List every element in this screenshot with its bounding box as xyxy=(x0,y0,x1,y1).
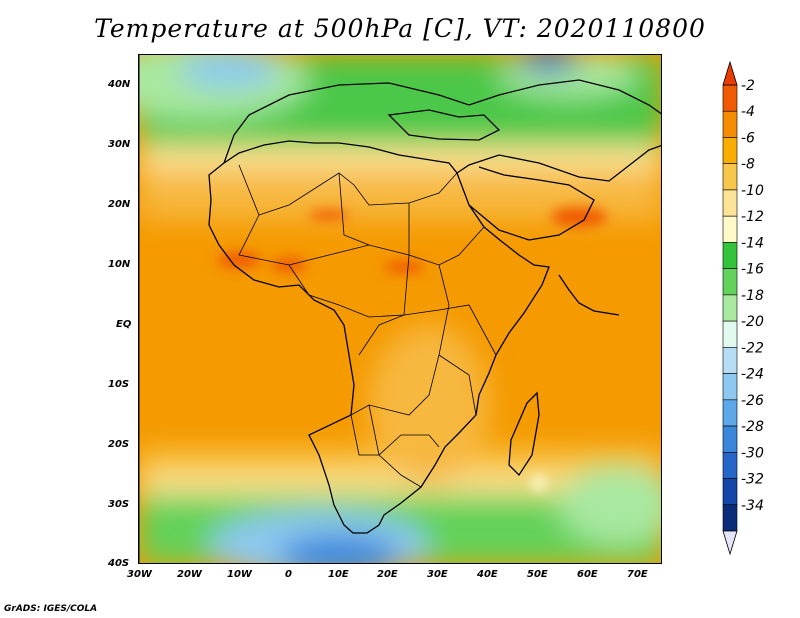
x-axis-labels: 30W 20W 10W 0 10E 20E 30E 40E 50E 60E 70… xyxy=(127,569,648,580)
x-tick-label: 10W xyxy=(227,569,253,580)
colorbar-box xyxy=(722,320,738,348)
colorbar-label: -6 xyxy=(741,130,755,146)
x-tick-label: 20E xyxy=(377,569,398,580)
country-borders xyxy=(238,164,497,488)
colorbar-label: -10 xyxy=(741,183,764,199)
colorbar-label: -8 xyxy=(741,157,755,173)
colorbar-box xyxy=(722,268,738,296)
hot-spot-sudan xyxy=(384,261,424,273)
x-tick-label: 10E xyxy=(328,569,349,580)
x-tick-label: 30E xyxy=(427,569,448,580)
colorbar-box xyxy=(722,347,738,374)
colorbar-box xyxy=(722,110,738,138)
y-tick-label: 10N xyxy=(108,259,131,270)
temperature-map xyxy=(139,55,661,563)
field-blue-ne xyxy=(519,55,579,72)
field-blue-nw xyxy=(179,55,279,88)
footer-credit: GrADS: IGES/COLA xyxy=(4,604,98,614)
colorbar-box xyxy=(722,189,738,217)
colorbar-box xyxy=(722,137,738,165)
colorbar-box xyxy=(722,163,738,191)
colorbar-box xyxy=(722,373,738,401)
colorbar-top-arrow xyxy=(722,60,738,86)
colorbar-box xyxy=(722,242,738,269)
colorbar-label: -28 xyxy=(741,419,764,435)
field-lightgreen-se xyxy=(559,465,661,545)
y-axis-labels: 40N 30N 20N 10N EQ 10S 20S 30S 40S xyxy=(107,79,132,569)
cool-spot-madagascar xyxy=(531,475,547,491)
x-tick-label: 70E xyxy=(627,569,648,580)
colorbar: -2 -4 -6 -8 -10 -12 -14 -16 -18 -20 -22 -24 -26 -28 -3… xyxy=(722,60,764,556)
x-tick-label: 60E xyxy=(577,569,598,580)
colorbar-label: -4 xyxy=(741,104,755,120)
arabia-coast xyxy=(456,145,661,241)
hot-spot-arabia xyxy=(551,207,607,227)
x-tick-label: 50E xyxy=(527,569,548,580)
colorbar-box xyxy=(722,294,738,322)
y-tick-label: 40S xyxy=(107,558,129,569)
y-tick-label: 20N xyxy=(108,199,131,210)
africa-coast xyxy=(208,140,550,534)
colorbar-label: -18 xyxy=(741,288,764,304)
colorbar-label: -12 xyxy=(741,209,764,225)
colorbar-label: -26 xyxy=(741,393,764,409)
colorbar-box xyxy=(722,215,738,243)
y-tick-label: EQ xyxy=(116,319,132,330)
colorbar-bottom-arrow xyxy=(722,530,738,556)
colorbar-box xyxy=(722,425,738,453)
hot-spot-niger xyxy=(309,210,349,220)
colorbar-label: -16 xyxy=(741,262,764,278)
x-tick-label: 20W xyxy=(177,569,203,580)
y-tick-label: 30S xyxy=(108,499,129,510)
colorbar-label: -24 xyxy=(741,367,764,383)
horn-coast xyxy=(558,274,620,316)
colorbar-label: -34 xyxy=(741,498,764,514)
chart-title: Temperature at 500hPa [C], VT: 202011080… xyxy=(94,14,706,43)
colorbar-label: -30 xyxy=(741,445,764,461)
colorbar-label: -22 xyxy=(741,340,764,356)
colorbar-box xyxy=(722,399,738,427)
y-tick-label: 30N xyxy=(108,139,131,150)
colorbar-labels: -2 -4 -6 -8 -10 -12 -14 -16 -18 -20 -22 -24 -26 -28 -3… xyxy=(741,78,764,514)
field-deepblue-south xyxy=(279,535,399,563)
colorbar-boxes xyxy=(722,84,738,532)
y-tick-label: 40N xyxy=(107,79,131,90)
colorbar-box xyxy=(722,478,738,506)
y-tick-label: 10S xyxy=(108,379,129,390)
madagascar-coast xyxy=(508,391,540,477)
x-tick-label: 30W xyxy=(127,569,153,580)
colorbar-label: -14 xyxy=(741,235,764,251)
map-panel xyxy=(138,54,662,564)
colorbar-label: -32 xyxy=(741,472,764,488)
colorbar-label: -2 xyxy=(741,78,755,94)
colorbar-box xyxy=(722,504,738,532)
x-tick-label: 0 xyxy=(285,569,292,580)
colorbar-label: -20 xyxy=(741,314,764,330)
colorbar-box xyxy=(722,84,738,112)
mediterranean-sea xyxy=(387,109,501,141)
coastlines xyxy=(208,79,661,534)
y-tick-label: 20S xyxy=(108,439,129,450)
x-tick-label: 40E xyxy=(476,569,498,580)
colorbar-box xyxy=(722,451,738,479)
field-light-south-africa xyxy=(369,325,489,485)
europe-coast xyxy=(223,79,661,164)
